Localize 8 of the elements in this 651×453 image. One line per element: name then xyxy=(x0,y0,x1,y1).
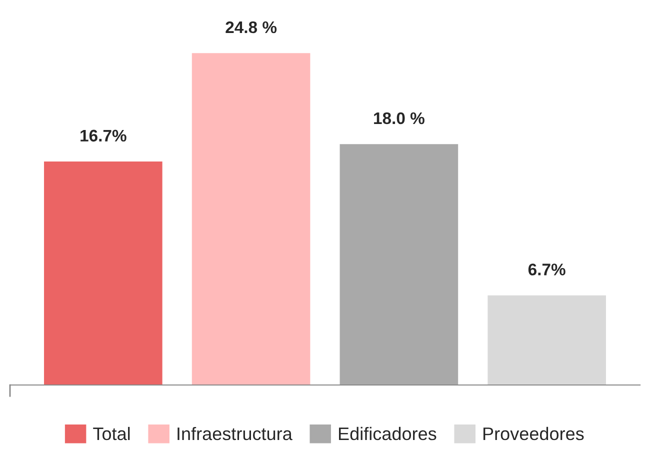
legend-label: Edificadores xyxy=(338,426,436,440)
legend-label: Total xyxy=(93,426,130,440)
data-label: 18.0 % xyxy=(374,112,424,124)
data-label: 16.7% xyxy=(80,130,126,142)
legend-label: Infraestructura xyxy=(178,426,292,440)
data-label: 6.7% xyxy=(528,264,566,276)
data-label: 24.8 % xyxy=(226,21,277,34)
legend-label: Proveedores xyxy=(483,426,584,440)
